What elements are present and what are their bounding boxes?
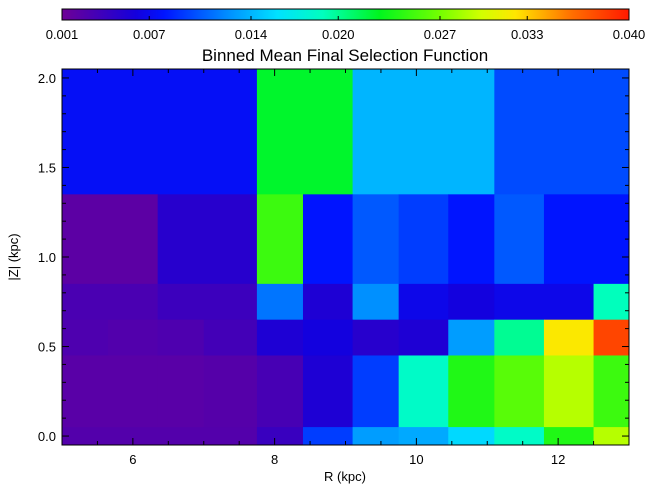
heatmap-cell: [256, 355, 304, 428]
x-tick-label: 6: [129, 452, 136, 467]
heatmap-cell: [494, 283, 595, 321]
y-tick-label: 2.0: [38, 71, 56, 86]
heatmap-cell: [494, 194, 545, 285]
heatmap-cell: [157, 319, 205, 356]
chart-title: Binned Mean Final Selection Function: [202, 46, 488, 65]
heatmap-cell: [593, 283, 630, 321]
x-axis-label: R (kpc): [324, 469, 366, 484]
heatmap-cell: [448, 194, 495, 285]
heatmap-cell: [62, 319, 109, 356]
x-tick-label: 8: [271, 452, 278, 467]
heatmap-cell: [62, 355, 159, 428]
heatmap-cell: [448, 319, 495, 356]
colorbar-tick-label: 0.001: [46, 27, 79, 42]
y-tick-label: 0.0: [38, 429, 56, 444]
y-tick-label: 1.5: [38, 160, 56, 175]
heatmap-cell: [62, 283, 159, 321]
heatmap-cell: [203, 319, 258, 356]
heatmap-cell: [302, 283, 354, 321]
heatmap-cell: [494, 319, 545, 356]
heatmap-cell: [593, 427, 630, 446]
heatmap-cell: [398, 283, 449, 321]
heatmap-cells: [62, 69, 630, 446]
heatmap-cell: [398, 194, 449, 285]
heatmap-cell: [448, 427, 495, 446]
colorbar-tick-label: 0.033: [511, 27, 544, 42]
y-tick-label: 1.0: [38, 250, 56, 265]
colorbar-tick-label: 0.020: [322, 27, 355, 42]
x-tick-label: 10: [409, 452, 423, 467]
heatmap-cell: [494, 427, 545, 446]
y-tick-label: 0.5: [38, 340, 56, 355]
heatmap-cell: [494, 69, 630, 195]
heatmap-cell: [352, 194, 400, 285]
colorbar-tick-label: 0.014: [235, 27, 268, 42]
heatmap-cell: [543, 355, 595, 428]
heatmap-cell: [448, 283, 495, 321]
colorbar-tick-label: 0.040: [613, 27, 646, 42]
colorbar-tick-label: 0.007: [133, 27, 166, 42]
heatmap-cell: [302, 355, 354, 428]
x-tick-label: 12: [551, 452, 565, 467]
heatmap-cell: [593, 355, 630, 428]
heatmap-cell: [398, 319, 449, 356]
heatmap-cell: [157, 283, 258, 321]
heatmap-cell: [302, 427, 354, 446]
heatmap-cell: [398, 427, 449, 446]
heatmap-cell: [256, 194, 304, 285]
colorbar-tick-label: 0.027: [424, 27, 457, 42]
heatmap-cell: [157, 194, 258, 285]
heatmap-cell: [256, 427, 304, 446]
heatmap-cell: [203, 355, 258, 428]
colorbar-gradient: [61, 8, 630, 21]
heatmap-cell: [352, 283, 400, 321]
heatmap-cell: [543, 427, 595, 446]
heatmap-cell: [352, 355, 400, 428]
y-axis: 0.0 0.5 1.0 1.5 2.0: [38, 71, 629, 444]
heatmap-cell: [352, 427, 400, 446]
heatmap-cell: [256, 69, 354, 195]
heatmap-cell: [256, 283, 304, 321]
colorbar: 0.001 0.007 0.014 0.020 0.027 0.033 0.040: [46, 8, 646, 42]
heatmap-cell: [256, 319, 304, 356]
heatmap-cell: [543, 319, 595, 356]
heatmap-cell: [494, 355, 545, 428]
heatmap-cell: [448, 355, 495, 428]
heatmap-cell: [302, 194, 354, 285]
heatmap-cell: [352, 319, 400, 356]
heatmap-cell: [302, 319, 354, 356]
heatmap-cell: [62, 69, 258, 195]
heatmap-cell: [352, 69, 495, 195]
y-axis-label: |Z| (kpc): [6, 233, 21, 280]
heatmap-cell: [62, 427, 258, 446]
heatmap-cell: [157, 355, 205, 428]
heatmap-cell: [62, 194, 159, 285]
heatmap-cell: [543, 194, 630, 285]
heatmap-cell: [398, 355, 449, 428]
heatmap-cell: [593, 319, 630, 356]
heatmap-cell: [108, 319, 159, 356]
x-axis: 6 8 10 12: [61, 69, 630, 467]
